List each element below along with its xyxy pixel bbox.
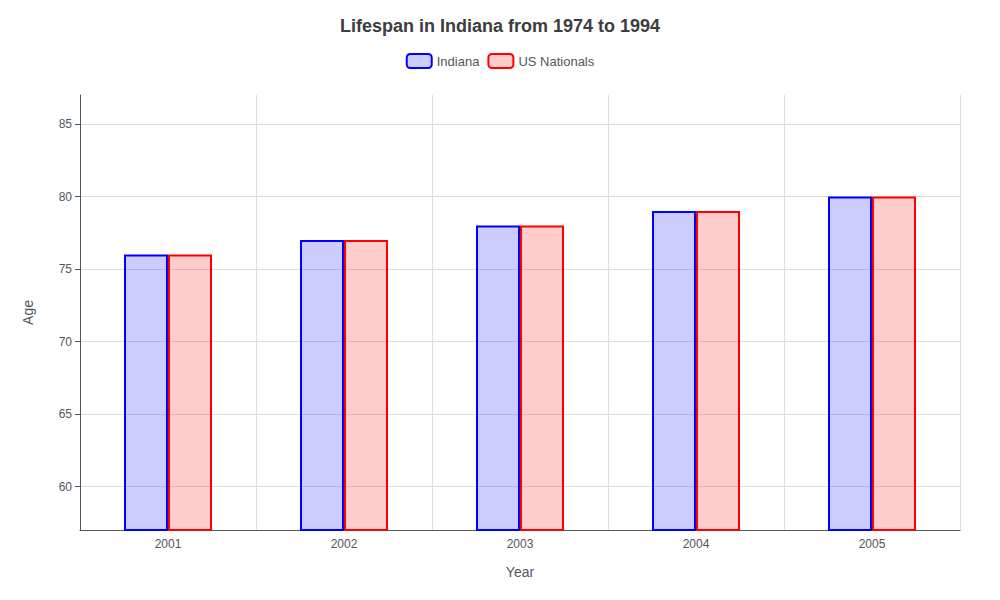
svg-text:2002: 2002 xyxy=(331,537,358,551)
svg-text:Age: Age xyxy=(20,300,36,325)
svg-text:Indiana: Indiana xyxy=(437,54,480,69)
svg-text:70: 70 xyxy=(59,335,73,349)
svg-text:Lifespan in Indiana from 1974: Lifespan in Indiana from 1974 to 1994 xyxy=(340,16,660,36)
svg-text:2005: 2005 xyxy=(859,537,886,551)
svg-text:80: 80 xyxy=(59,190,73,204)
svg-text:2004: 2004 xyxy=(683,537,710,551)
svg-text:65: 65 xyxy=(59,407,73,421)
svg-text:Year: Year xyxy=(506,564,535,580)
svg-text:85: 85 xyxy=(59,117,73,131)
svg-text:2003: 2003 xyxy=(507,537,534,551)
svg-text:US Nationals: US Nationals xyxy=(518,54,594,69)
svg-text:75: 75 xyxy=(59,262,73,276)
svg-text:2001: 2001 xyxy=(155,537,182,551)
svg-text:60: 60 xyxy=(59,480,73,494)
